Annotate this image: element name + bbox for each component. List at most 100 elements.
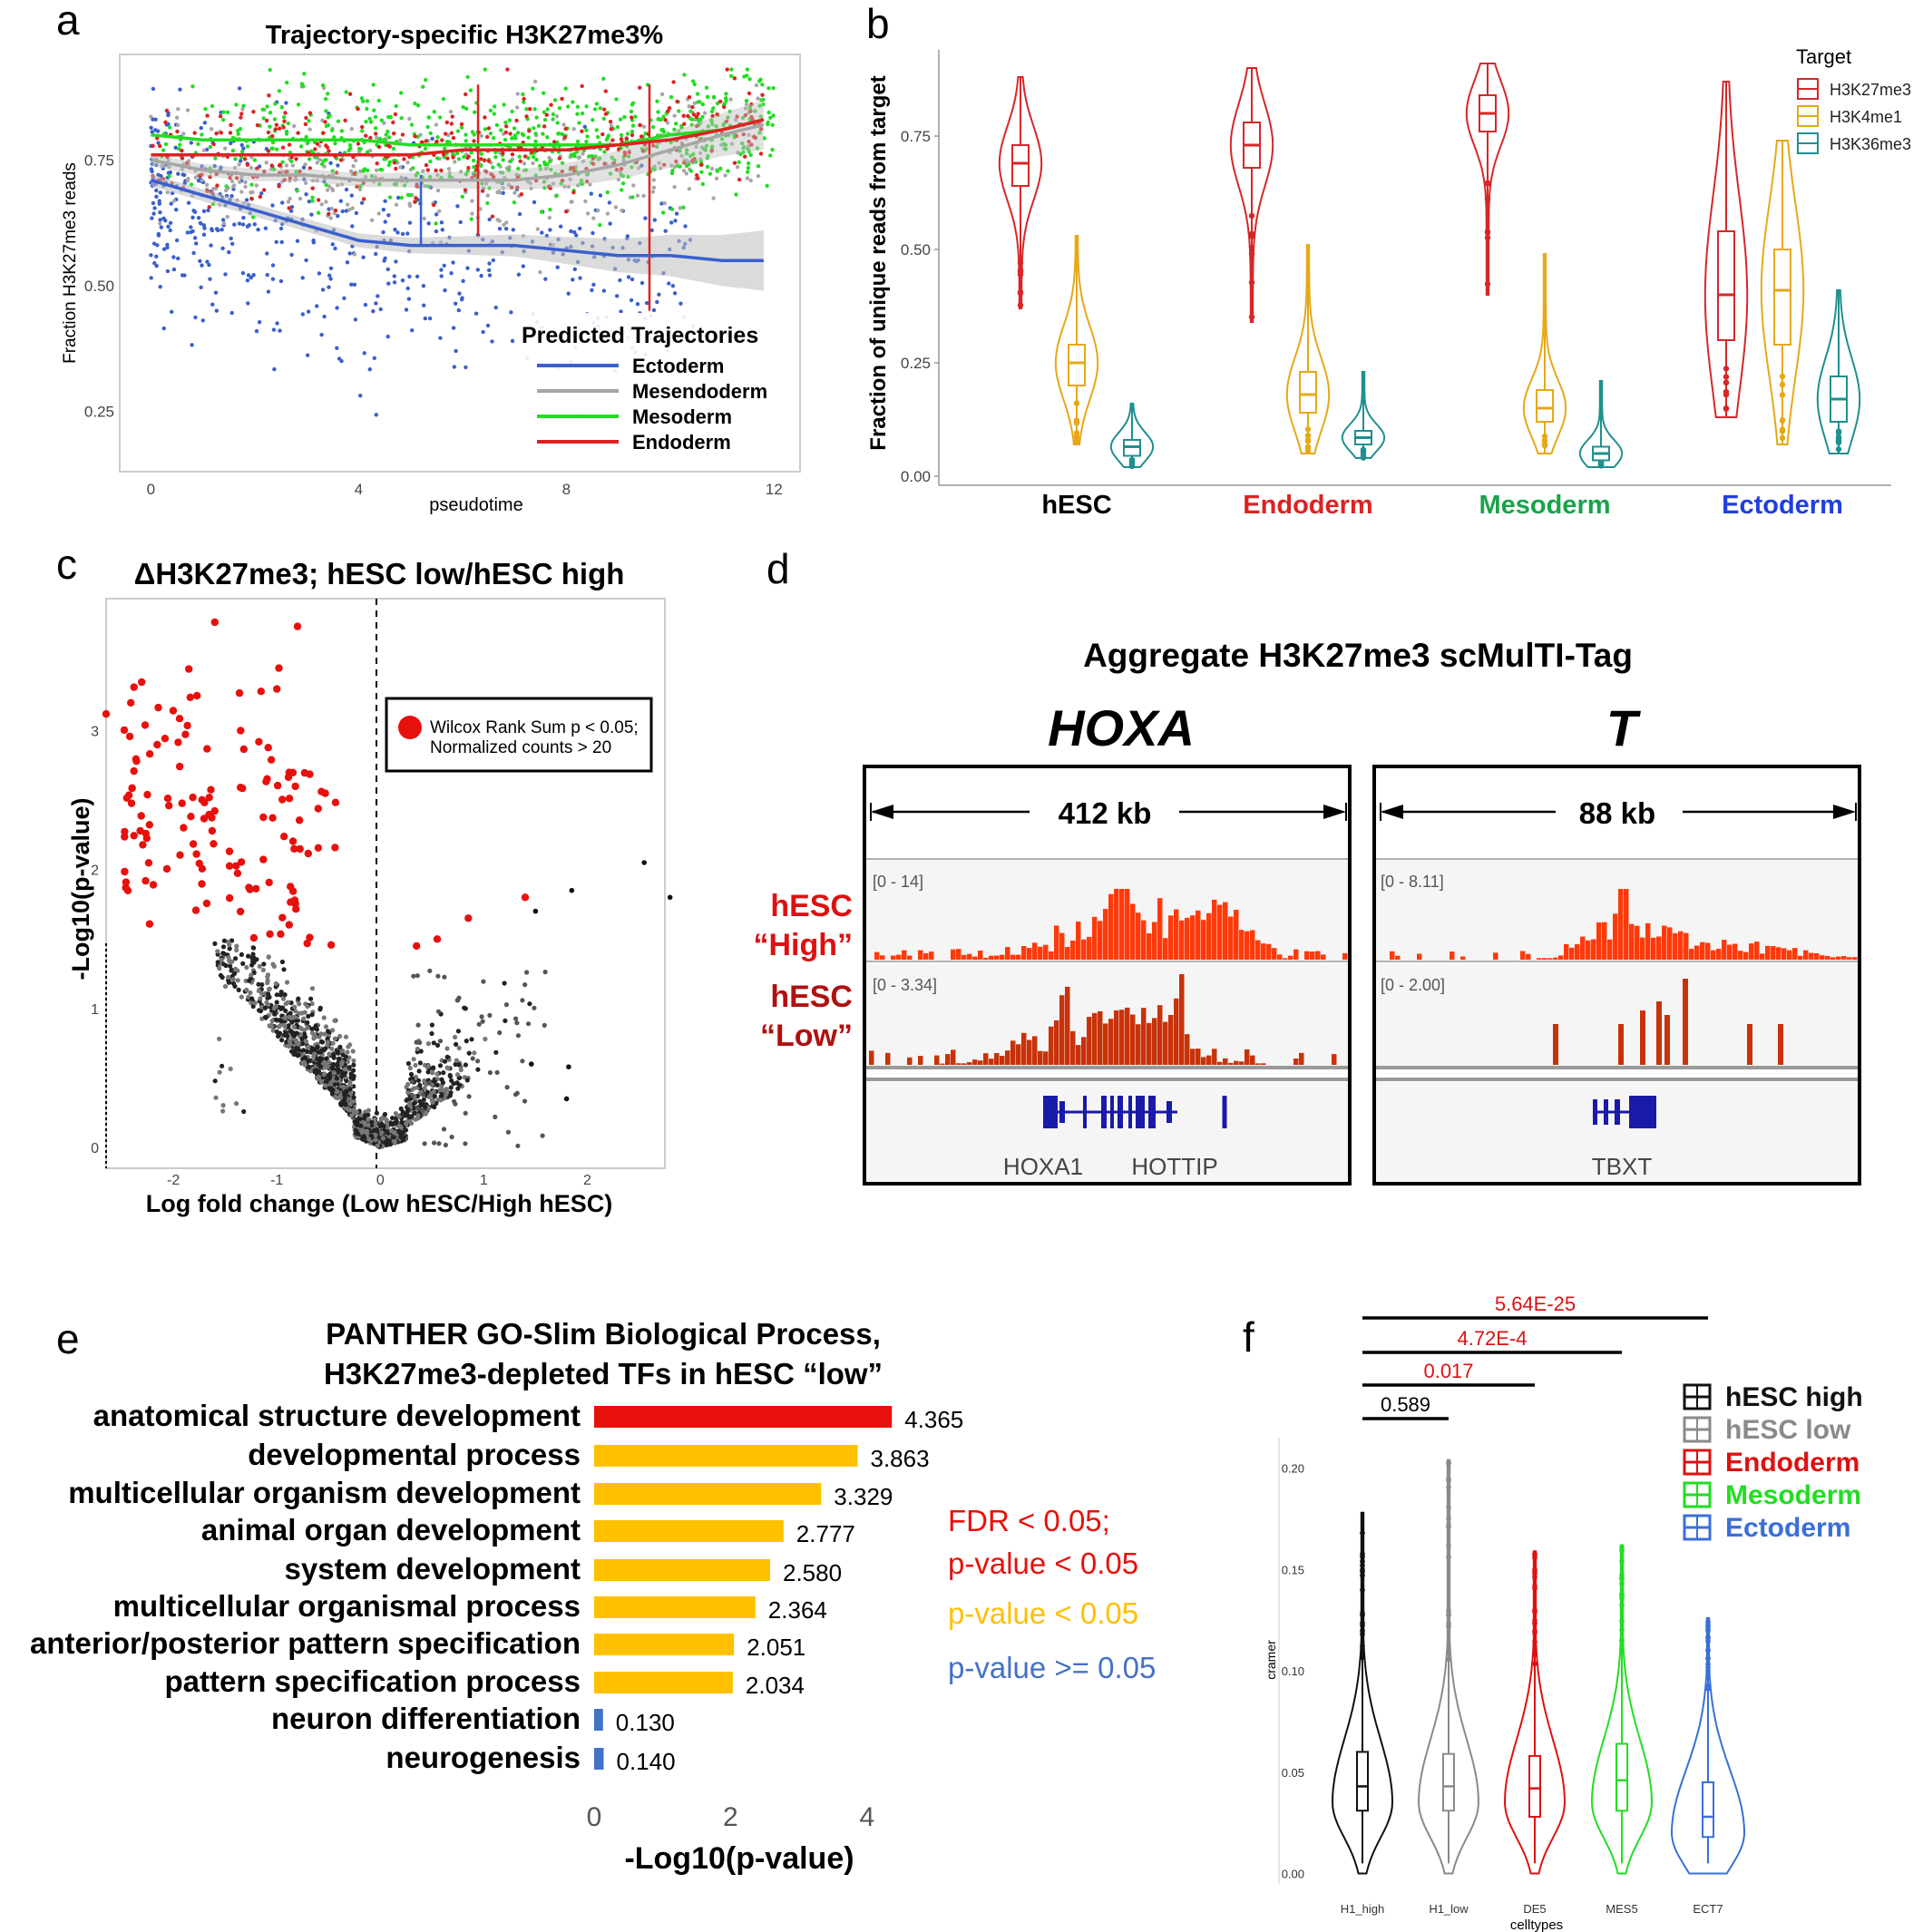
volcano-point-nonsignificant — [392, 1138, 397, 1144]
volcano-point-nonsignificant — [312, 1025, 317, 1030]
volcano-point-significant — [296, 844, 304, 854]
volcano-point-nonsignificant — [421, 1092, 426, 1098]
volcano-point-significant — [262, 777, 270, 785]
scatter-point-mesoderm — [347, 148, 351, 153]
volcano-point-significant — [237, 858, 246, 866]
scatter-point-mesoderm — [447, 174, 452, 179]
scatter-point-ectoderm — [161, 326, 166, 331]
volcano-point-nonsignificant — [441, 1127, 447, 1132]
scatter-point-endoderm — [735, 114, 739, 119]
scatter-point-mesoderm — [163, 141, 169, 147]
signal-bar — [1662, 925, 1667, 960]
scatter-point-ectoderm — [487, 217, 492, 222]
outlier-endoderm-h3k27me3 — [1248, 212, 1255, 220]
volcano-point-nonsignificant — [234, 943, 239, 949]
scatter-point-mesoderm — [678, 149, 682, 153]
volcano-point-nonsignificant — [309, 1012, 315, 1018]
signal-bar — [1136, 912, 1141, 960]
signal-bar — [1010, 954, 1016, 960]
scatter-point-endoderm — [518, 159, 522, 163]
scatter-point-mesendoderm — [692, 101, 698, 106]
scatter-point-mesoderm — [239, 150, 245, 154]
volcano-point-significant — [187, 813, 195, 821]
scatter-point-mesoderm — [347, 142, 353, 148]
volcano-point-nonsignificant — [269, 1019, 275, 1024]
signal-bar — [1054, 1020, 1059, 1065]
signal-bar — [885, 1052, 891, 1065]
volcano-point-nonsignificant — [452, 1098, 457, 1104]
scatter-point-mesoderm — [761, 102, 766, 107]
scatter-point-endoderm — [622, 151, 627, 155]
signal-bar — [940, 1063, 945, 1065]
scatter-point-mesoderm — [339, 129, 345, 133]
scatter-point-mesendoderm — [434, 122, 439, 127]
volcano-point-nonsignificant — [289, 1020, 295, 1025]
signal-bar — [962, 1063, 967, 1065]
scatter-point-ectoderm — [487, 261, 492, 266]
scatter-point-mesoderm — [241, 103, 246, 108]
scatter-point-ectoderm — [374, 251, 378, 257]
scatter-point-endoderm — [640, 149, 646, 153]
scatter-point-mesoderm — [771, 85, 776, 91]
scatter-point-mesoderm — [656, 110, 660, 114]
scatter-point-ectoderm — [629, 298, 634, 303]
scatter-point-endoderm — [413, 200, 417, 204]
scatter-point-mesoderm — [688, 153, 693, 159]
outlier-h1_low — [1446, 1522, 1451, 1527]
scatter-point-mesoderm — [284, 132, 289, 136]
scatter-point-ectoderm — [328, 277, 333, 281]
scatter-point-ectoderm — [569, 229, 573, 234]
box-ectoderm-h3k27me3 — [1717, 230, 1735, 341]
legend-label-mesendoderm: Mesendoderm — [632, 380, 767, 403]
volcano-point-nonsignificant — [328, 1086, 334, 1091]
scatter-point-endoderm — [610, 138, 615, 142]
scatter-point-mesendoderm — [714, 176, 719, 181]
scatter-point-mesoderm — [554, 193, 559, 198]
scatter-point-mesendoderm — [238, 180, 242, 184]
signal-bar — [1174, 998, 1179, 1065]
scatter-point-endoderm — [580, 129, 584, 133]
scatter-point-mesendoderm — [239, 190, 244, 194]
volcano-point-nonsignificant — [231, 971, 238, 976]
scatter-point-mesoderm — [443, 146, 447, 151]
axis-ticks-f: H1_high H1_low DE5 MES5 ECT70.000.050.100.15… — [1282, 1462, 1723, 1916]
scatter-point-mesoderm — [332, 135, 337, 140]
x-tick-label-e: 4 — [859, 1802, 874, 1832]
volcano-point-nonsignificant — [444, 1092, 449, 1098]
scatter-point-ectoderm — [673, 219, 678, 223]
scatter-point-mesoderm — [605, 190, 610, 195]
scatter-point-mesoderm — [387, 195, 393, 200]
scatter-point-mesoderm — [655, 99, 659, 103]
scatter-point-mesendoderm — [171, 199, 177, 203]
volcano-point-nonsignificant — [311, 1054, 317, 1059]
scatter-point-mesoderm — [766, 86, 771, 91]
signal-bar — [1081, 1037, 1087, 1065]
volcano-point-nonsignificant — [487, 1012, 493, 1018]
scatter-point-ectoderm — [327, 207, 331, 211]
scatter-point-ectoderm — [252, 222, 257, 227]
outlier-ectoderm-h3k4me1 — [1779, 381, 1786, 388]
volcano-point-nonsignificant — [434, 1082, 440, 1088]
scatter-point-endoderm — [277, 184, 281, 189]
scatter-point-ectoderm — [426, 221, 431, 226]
scatter-point-ectoderm — [154, 254, 159, 259]
volcano-point-nonsignificant — [369, 1119, 375, 1125]
signal-bar — [1613, 913, 1618, 960]
signal-bar — [1223, 902, 1228, 960]
gene-models-hoxa — [1043, 1096, 1227, 1128]
scatter-point-mesoderm — [709, 119, 714, 124]
scatter-point-mesendoderm — [735, 165, 740, 170]
x-tick-label-c: 1 — [480, 1173, 488, 1188]
signal-bar — [1059, 932, 1065, 960]
volcano-point-significant — [245, 883, 253, 892]
category-label: anatomical structure development — [93, 1399, 581, 1432]
outlier-ectoderm-h3k27me3 — [1723, 374, 1730, 380]
scatter-point-mesendoderm — [167, 164, 171, 170]
scatter-point-mesoderm — [768, 153, 773, 158]
scatter-point-mesoderm — [230, 148, 236, 153]
x-axis-label-e: -Log10(p-value) — [624, 1841, 854, 1876]
scatter-point-endoderm — [638, 85, 642, 90]
scatter-point-ectoderm — [254, 328, 259, 334]
scatter-point-mesoderm — [306, 141, 310, 145]
scatter-point-endoderm — [747, 139, 751, 144]
